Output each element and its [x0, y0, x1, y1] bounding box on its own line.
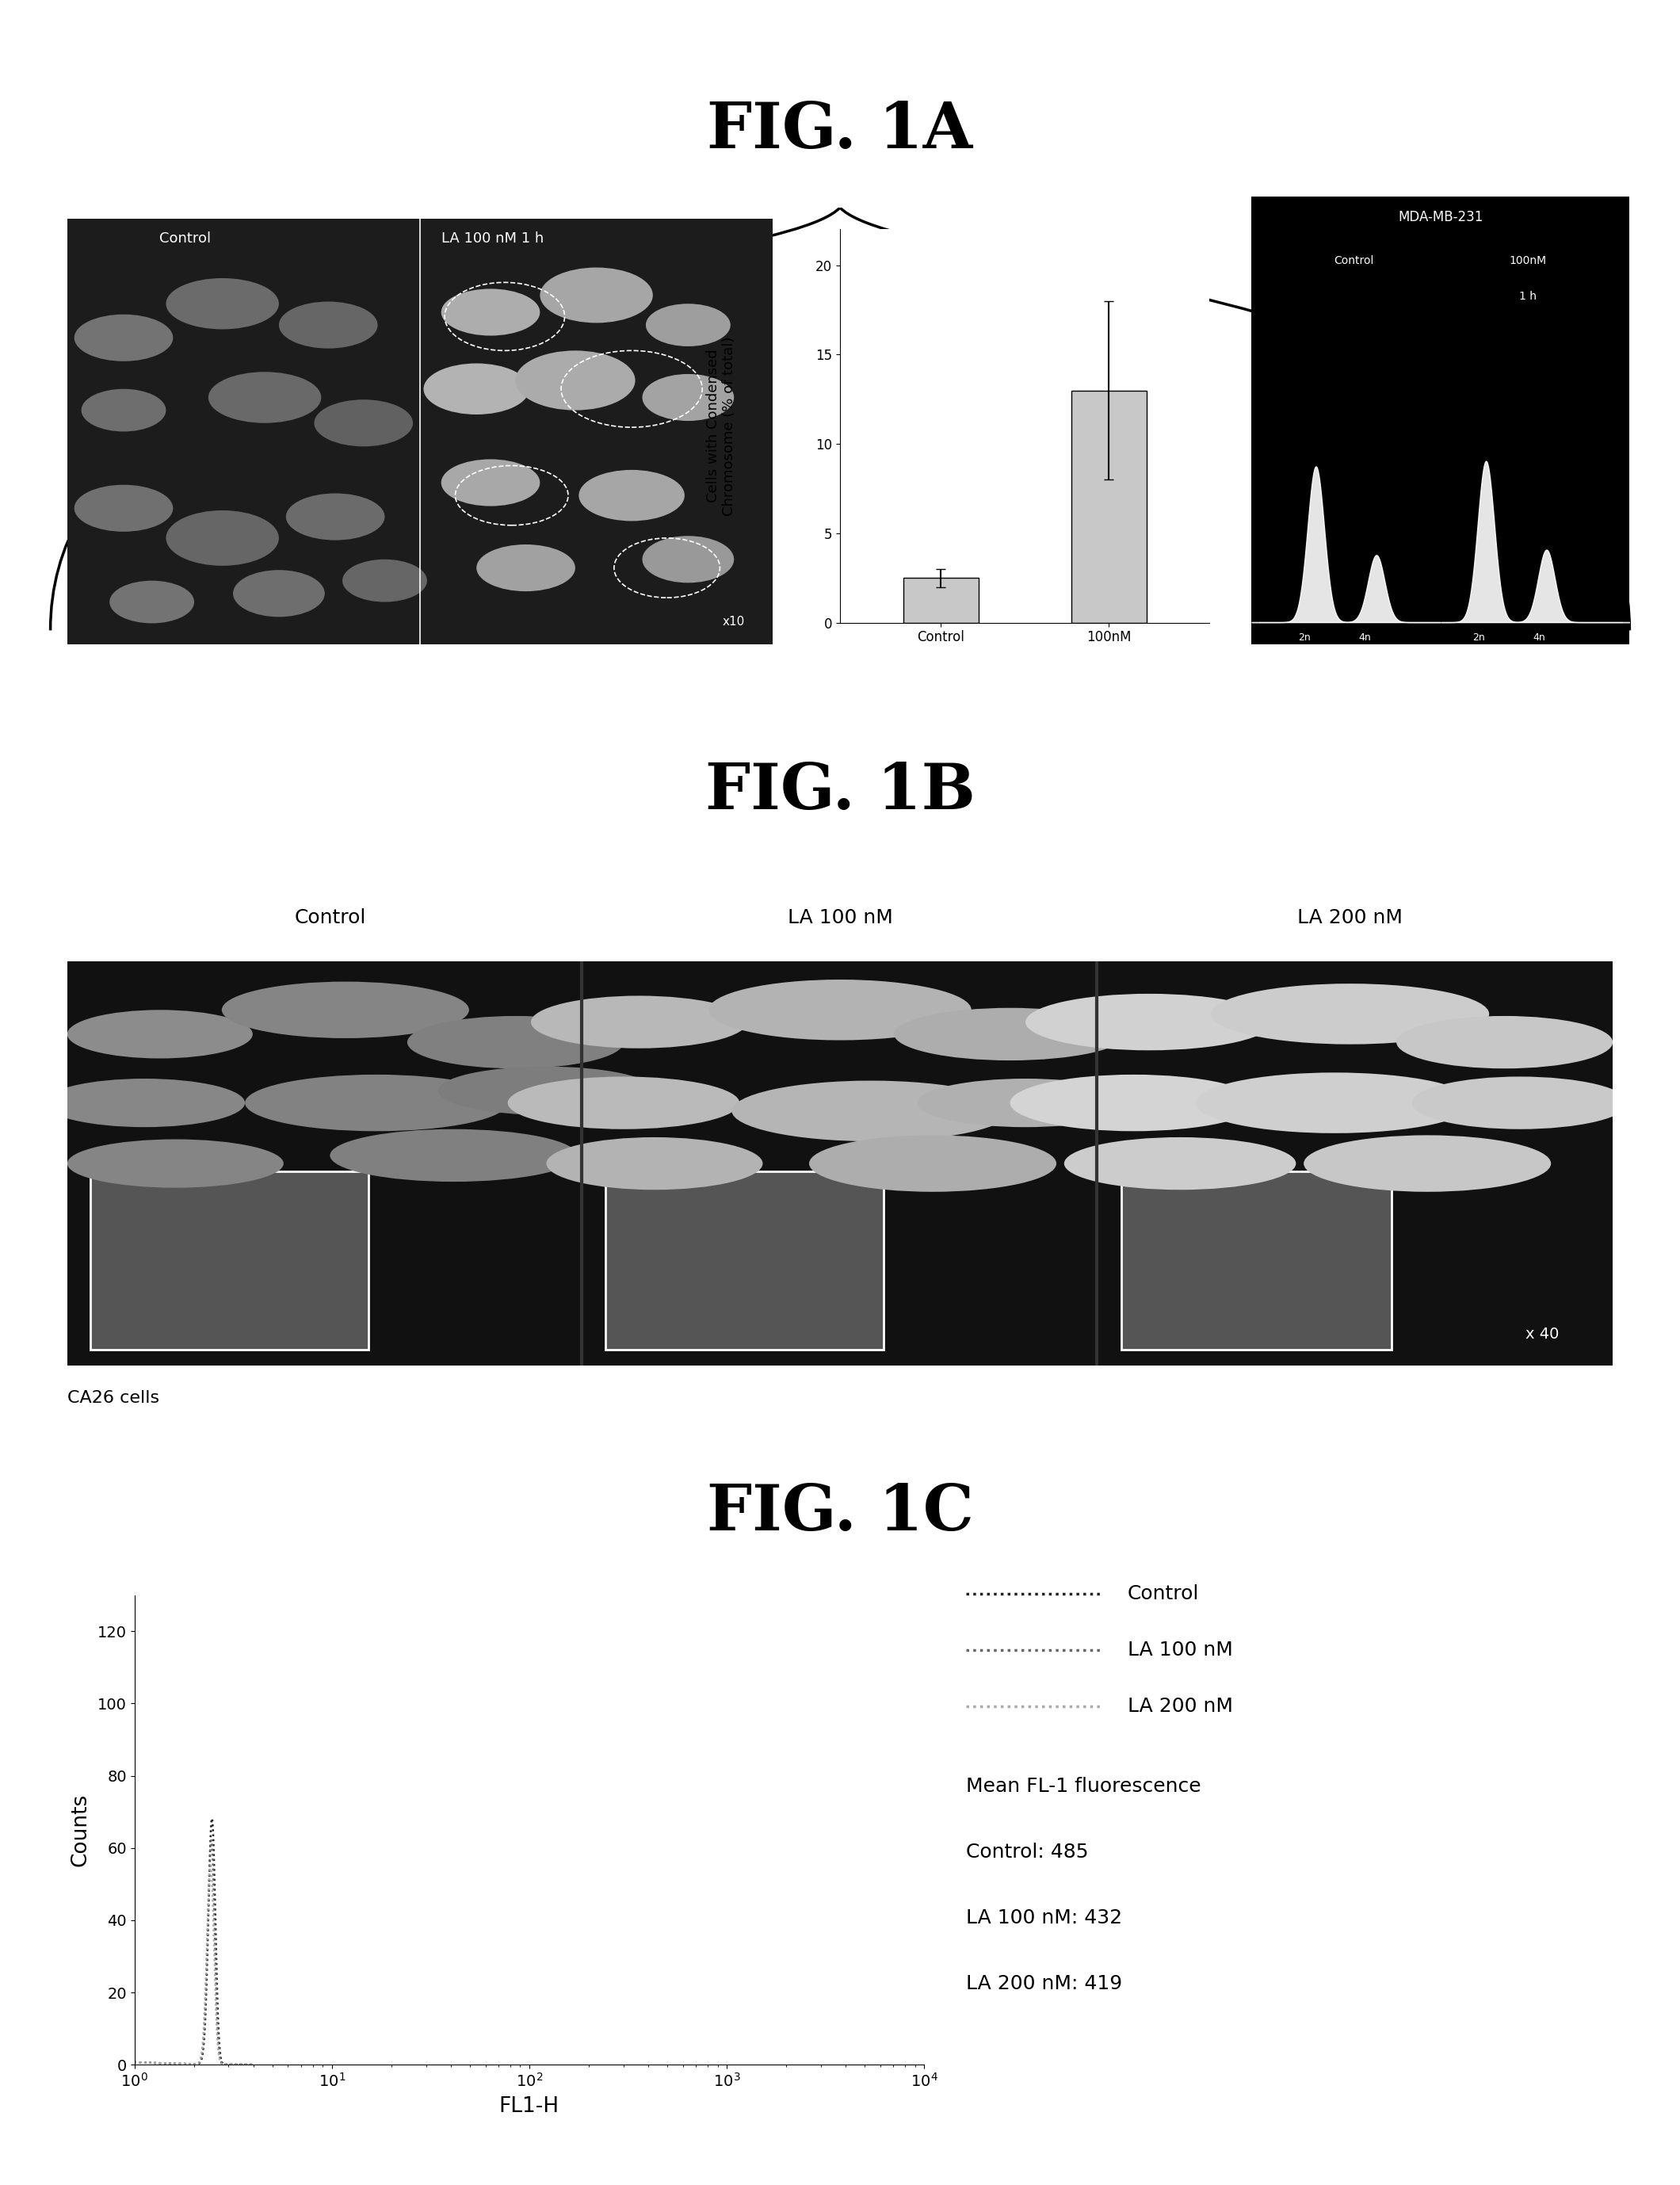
Ellipse shape	[1304, 1136, 1551, 1191]
Text: LA 100 nM 1 h: LA 100 nM 1 h	[442, 232, 544, 245]
Text: LA 100 nM: LA 100 nM	[1127, 1641, 1233, 1661]
Ellipse shape	[507, 1077, 739, 1130]
Ellipse shape	[74, 315, 173, 361]
Text: 1 h: 1 h	[1519, 291, 1536, 302]
Text: LA 200 nM: LA 200 nM	[1127, 1698, 1233, 1715]
Ellipse shape	[531, 996, 748, 1049]
Ellipse shape	[222, 981, 469, 1038]
Ellipse shape	[442, 459, 539, 507]
Text: 4n: 4n	[1359, 631, 1371, 642]
Text: MDA-MB-231: MDA-MB-231	[1398, 210, 1483, 225]
Ellipse shape	[109, 581, 195, 623]
Ellipse shape	[709, 979, 971, 1040]
Ellipse shape	[423, 363, 529, 415]
Ellipse shape	[1411, 1077, 1628, 1130]
Ellipse shape	[645, 304, 731, 347]
Ellipse shape	[539, 267, 654, 323]
Ellipse shape	[166, 277, 279, 330]
Text: MDA-MB-231: MDA-MB-231	[218, 291, 353, 310]
Ellipse shape	[442, 288, 539, 336]
FancyBboxPatch shape	[605, 1171, 884, 1350]
Ellipse shape	[477, 544, 575, 592]
Text: x 40: x 40	[1525, 1326, 1559, 1342]
Ellipse shape	[1063, 1136, 1295, 1191]
Text: FIG. 1B: FIG. 1B	[706, 760, 974, 824]
Text: Control: 485: Control: 485	[966, 1842, 1089, 1862]
FancyBboxPatch shape	[67, 961, 1613, 1366]
Ellipse shape	[1010, 1075, 1257, 1132]
Ellipse shape	[81, 389, 166, 433]
Ellipse shape	[1396, 1016, 1613, 1068]
Ellipse shape	[44, 1079, 245, 1127]
Ellipse shape	[166, 511, 279, 566]
Text: LA 100 nM: LA 100 nM	[788, 909, 892, 926]
Ellipse shape	[516, 350, 635, 411]
Text: LA 100 nM: 432: LA 100 nM: 432	[966, 1908, 1122, 1927]
Text: Mean FL-1 fluorescence: Mean FL-1 fluorescence	[966, 1776, 1201, 1796]
Ellipse shape	[917, 1079, 1134, 1127]
Text: 4n: 4n	[1532, 631, 1546, 642]
Text: Control: Control	[1127, 1584, 1200, 1604]
Ellipse shape	[732, 1082, 1010, 1141]
Ellipse shape	[67, 1009, 252, 1058]
Ellipse shape	[208, 371, 321, 424]
Text: Control: Control	[1334, 256, 1374, 267]
Text: Control: Control	[160, 232, 210, 245]
Ellipse shape	[343, 559, 427, 603]
Ellipse shape	[1025, 994, 1273, 1051]
Ellipse shape	[279, 302, 378, 347]
Ellipse shape	[546, 1136, 763, 1191]
Ellipse shape	[642, 374, 734, 422]
Text: x10: x10	[722, 616, 744, 627]
Text: Control: Control	[294, 909, 366, 926]
FancyBboxPatch shape	[1252, 197, 1630, 645]
Ellipse shape	[578, 470, 685, 520]
Text: 2n: 2n	[1472, 631, 1485, 642]
X-axis label: FL1-H: FL1-H	[499, 2095, 559, 2117]
Y-axis label: Counts: Counts	[71, 1794, 91, 1866]
Text: LA 200 nM: LA 200 nM	[1297, 909, 1403, 926]
Bar	[1072, 391, 1146, 623]
FancyBboxPatch shape	[1121, 1171, 1391, 1350]
Text: FIG. 1A: FIG. 1A	[707, 101, 973, 162]
Ellipse shape	[1196, 1073, 1473, 1134]
Text: 100nM: 100nM	[1509, 256, 1546, 267]
Ellipse shape	[438, 1066, 655, 1114]
Ellipse shape	[245, 1075, 507, 1132]
Y-axis label: Cells with Condensed
Chromosome (% of total): Cells with Condensed Chromosome (% of to…	[706, 336, 736, 516]
FancyBboxPatch shape	[67, 218, 773, 645]
Ellipse shape	[894, 1007, 1126, 1060]
Text: CA26 cells: CA26 cells	[67, 1390, 160, 1407]
Bar	[904, 579, 978, 623]
Ellipse shape	[74, 485, 173, 531]
Ellipse shape	[1211, 983, 1488, 1044]
Ellipse shape	[314, 400, 413, 446]
FancyBboxPatch shape	[91, 1171, 368, 1350]
Ellipse shape	[67, 1138, 284, 1189]
Text: LA 200 nM: 419: LA 200 nM: 419	[966, 1975, 1122, 1993]
Ellipse shape	[286, 494, 385, 540]
Ellipse shape	[407, 1016, 623, 1068]
Ellipse shape	[642, 535, 734, 583]
Ellipse shape	[810, 1136, 1057, 1191]
Ellipse shape	[329, 1130, 578, 1182]
Ellipse shape	[234, 570, 324, 616]
Text: FIG. 1C: FIG. 1C	[707, 1481, 973, 1545]
Text: 2n: 2n	[1299, 631, 1310, 642]
